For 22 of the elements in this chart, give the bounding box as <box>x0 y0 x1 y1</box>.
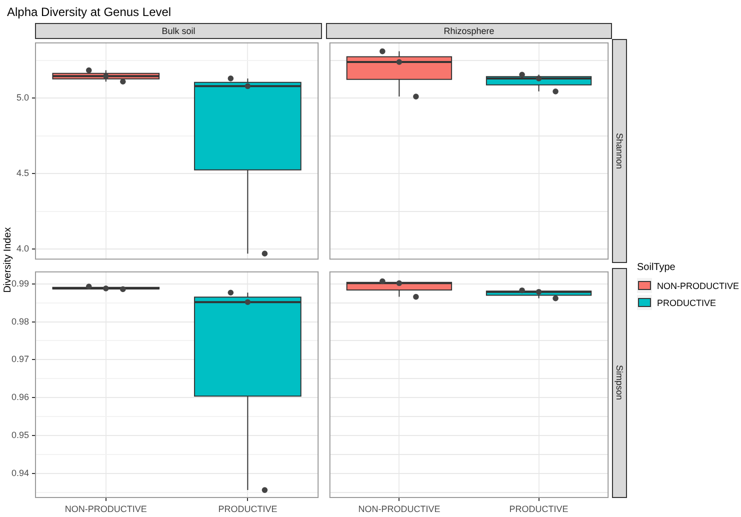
y2-axis-title: Shannon <box>612 39 627 263</box>
y-tick-label: 4.5 <box>16 168 29 178</box>
y-tick-label: 5.0 <box>16 92 29 103</box>
y-tick-label: 0.99 <box>11 278 29 288</box>
legend-label: PRODUCTIVE <box>657 298 716 308</box>
chart-subtitle: Rhizosphere <box>326 23 612 39</box>
legend-label: NON-PRODUCTIVE <box>657 280 740 290</box>
y-tick-label: 0.97 <box>11 354 29 364</box>
x-tick-label: PRODUCTIVE <box>218 504 278 514</box>
x-tick-label: PRODUCTIVE <box>509 504 568 514</box>
legend-title: SoilType <box>637 262 676 273</box>
chart-subtitle: Bulk soil <box>35 23 322 39</box>
x-tick-label: NON-PRODUCTIVE <box>358 504 440 514</box>
y-tick-label: 0.98 <box>11 316 29 326</box>
chart-title: Alpha Diversity at Genus Level <box>7 5 172 19</box>
y-tick-label: 0.96 <box>11 392 29 402</box>
x-tick-label: NON-PRODUCTIVE <box>64 504 147 514</box>
y-tick-label: 0.94 <box>11 468 29 478</box>
y-tick-label: 0.95 <box>11 430 29 440</box>
y2-axis-title: Simpson <box>612 268 627 498</box>
y-axis-title: Diversity Index <box>2 226 14 295</box>
y-tick-label: 4.0 <box>16 244 29 254</box>
